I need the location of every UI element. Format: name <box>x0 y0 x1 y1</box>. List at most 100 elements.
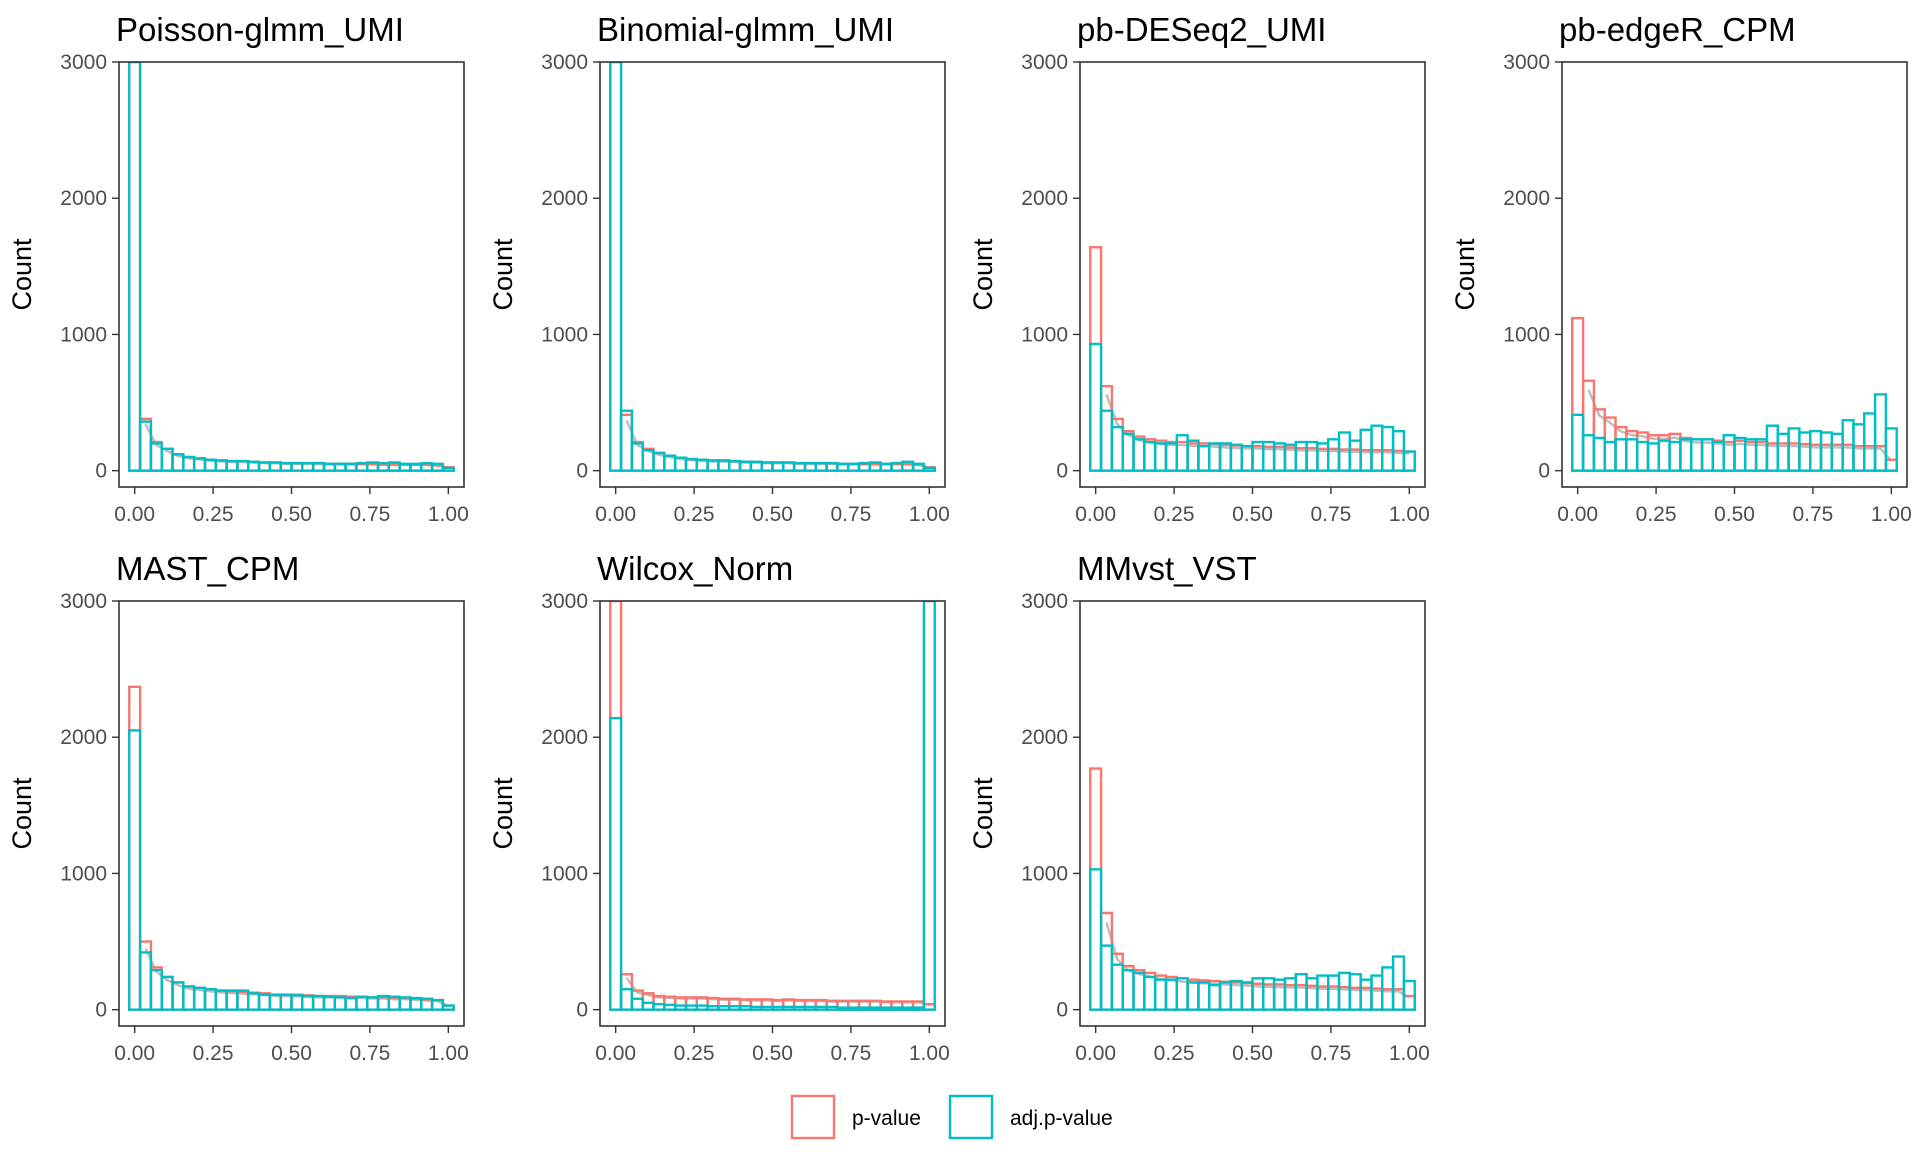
panel-3: pb-DESeq2_UMI Count 0 1000 2000 3000 0.00 0.25 0… <box>968 11 1430 526</box>
p-value-bar <box>1164 975 1178 1011</box>
x-tick-label: 0.25 <box>193 1042 234 1065</box>
x-tick-label: 0.25 <box>674 1042 715 1065</box>
legend-label-adj-p-value: adj.p-value <box>1010 1107 1113 1130</box>
adj-p-value-bar <box>1348 439 1362 472</box>
x-tick-label: 0.75 <box>830 1042 871 1065</box>
adj-p-value-bar <box>1099 944 1114 1011</box>
panel-title: MAST_CPM <box>116 550 299 587</box>
adj-p-value-bar <box>376 461 391 472</box>
x-tick-label: 0.75 <box>1792 503 1833 526</box>
adj-p-value-bar <box>1359 978 1373 1011</box>
adj-p-value-bar <box>1316 974 1330 1011</box>
y-tick-label: 2000 <box>541 187 588 210</box>
adj-p-value-bar <box>1132 971 1146 1011</box>
panel-frame <box>1079 600 1426 1027</box>
x-tick-label: 0.75 <box>349 503 390 526</box>
y-tick-label: 0 <box>576 999 588 1022</box>
adj-p-value-bar <box>1089 342 1103 472</box>
panel-5: MAST_CPM Count 0 1000 2000 3000 0.00 0.25 0.50 0.… <box>7 550 469 1065</box>
adj-p-value-bar <box>890 461 904 472</box>
adj-p-value-bar <box>857 461 872 472</box>
p-value-bar <box>1164 440 1178 472</box>
p-value-bar <box>1186 978 1200 1011</box>
adj-p-value-bar <box>717 1005 731 1011</box>
adj-p-value-bar <box>1370 424 1384 472</box>
adj-p-value-bar <box>911 462 926 472</box>
adj-p-value-bar <box>355 461 369 472</box>
adj-p-value-bar <box>1884 427 1898 472</box>
p-value-bar <box>1581 379 1596 472</box>
x-tick-label: 0.50 <box>271 503 312 526</box>
adj-p-value-bar <box>290 461 304 472</box>
adj-p-value-bar <box>1305 977 1319 1011</box>
y-tick-label: 2000 <box>1021 187 1068 210</box>
p-value-bar <box>1186 442 1200 472</box>
adj-p-value-bar <box>1679 438 1693 472</box>
adj-p-value-bar <box>760 1005 774 1011</box>
adj-p-value-bar <box>738 1005 753 1011</box>
adj-p-value-bar <box>684 1004 698 1011</box>
x-tick-label: 1.00 <box>1389 1042 1430 1065</box>
x-tick-label: 0.00 <box>1075 1042 1116 1065</box>
adj-p-value-bar <box>1326 438 1341 472</box>
adj-p-value-bar <box>792 461 807 472</box>
adj-p-value-bar <box>1819 431 1834 472</box>
panel-title: Wilcox_Norm <box>597 550 793 587</box>
adj-p-value-bar <box>409 462 423 472</box>
adj-p-value-bar <box>1603 440 1617 472</box>
x-tick-label: 1.00 <box>428 1042 469 1065</box>
adj-p-value-bar <box>1765 424 1779 472</box>
legend: p-value adj.p-value <box>790 1094 1113 1140</box>
x-tick-label: 0.25 <box>193 503 234 526</box>
adj-p-value-bar <box>728 1005 742 1011</box>
adj-p-value-bar <box>663 1003 677 1011</box>
panel-title: pb-DESeq2_UMI <box>1077 11 1326 48</box>
y-tick-label: 0 <box>1056 999 1068 1022</box>
adj-p-value-bar <box>1381 425 1395 472</box>
x-tick-label: 0.25 <box>674 503 715 526</box>
adj-p-value-bar <box>1668 440 1682 472</box>
histogram-bars <box>1571 316 1898 472</box>
adj-p-value-bar <box>257 993 272 1011</box>
panel-title: Poisson-glmm_UMI <box>116 11 404 48</box>
x-tick-label: 1.00 <box>1871 503 1912 526</box>
p-value-bar <box>609 62 623 472</box>
y-tick-label: 3000 <box>541 590 588 613</box>
y-tick-label: 1000 <box>1021 323 1068 346</box>
adj-p-value-bar <box>652 1003 666 1011</box>
p-value-bar <box>609 601 623 1011</box>
x-tick-label: 0.00 <box>1557 503 1598 526</box>
x-tick-label: 0.00 <box>595 503 636 526</box>
adj-p-value-bar <box>344 996 358 1011</box>
y-tick-label: 3000 <box>60 590 107 613</box>
reference-line <box>1105 394 1410 455</box>
p-value-bar <box>1819 443 1834 472</box>
adj-p-value-bar <box>1614 438 1628 472</box>
x-tick-label: 0.00 <box>114 503 155 526</box>
adj-p-value-bar <box>814 1005 828 1011</box>
y-tick-label: 0 <box>95 460 107 483</box>
panel-title: pb-edgeR_CPM <box>1559 11 1796 48</box>
p-value-bar <box>1830 443 1844 472</box>
p-value-bar <box>1099 385 1114 472</box>
x-tick-label: 0.50 <box>271 1042 312 1065</box>
adj-p-value-bar <box>836 1006 850 1011</box>
adj-p-value-bar <box>1110 963 1124 1011</box>
p-value-bar <box>1765 442 1779 472</box>
histogram-bars <box>1089 767 1416 1011</box>
adj-p-value-bar <box>825 1005 839 1011</box>
x-tick-label: 1.00 <box>909 503 950 526</box>
panel-frame <box>1079 61 1426 488</box>
panel-frame <box>118 600 465 1027</box>
reference-line <box>625 419 930 469</box>
adj-p-value-bar <box>344 462 358 472</box>
x-tick-label: 0.25 <box>1154 1042 1195 1065</box>
adj-p-value-bar <box>1294 973 1308 1011</box>
p-value-bar <box>1197 979 1211 1011</box>
adj-p-value-bar <box>847 462 861 472</box>
p-value-bar <box>1744 440 1758 472</box>
adj-p-value-bar <box>322 462 336 472</box>
adj-p-value-bar <box>1240 444 1254 472</box>
reference-line <box>144 423 449 469</box>
